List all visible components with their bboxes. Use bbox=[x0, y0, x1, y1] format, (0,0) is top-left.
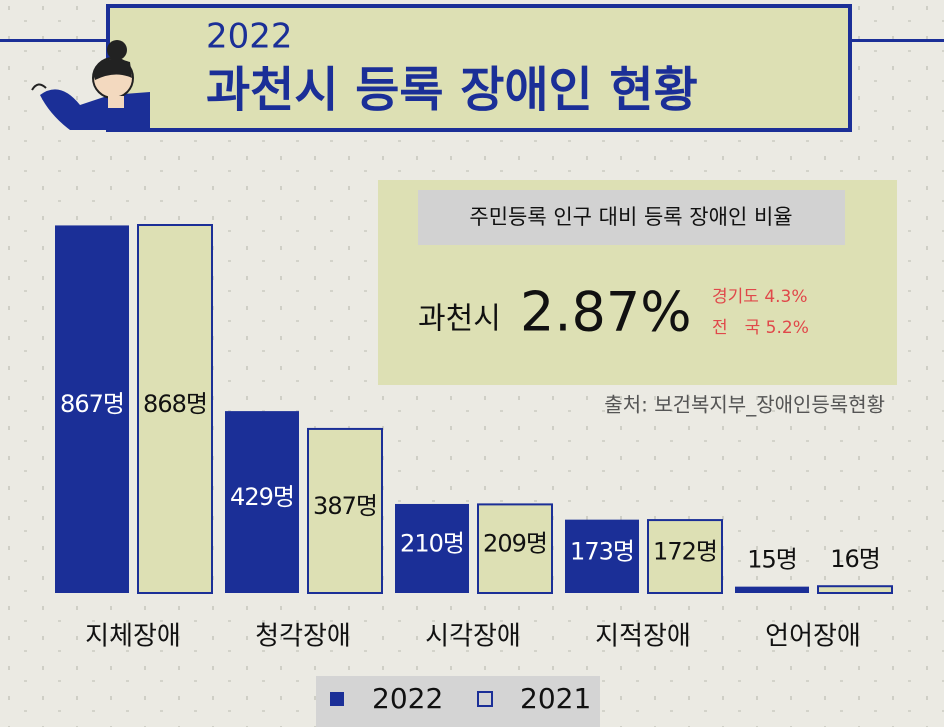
subtitle: 2022 bbox=[206, 17, 293, 57]
x-tick-label: 시각장애 bbox=[425, 622, 521, 652]
bar bbox=[818, 586, 892, 593]
value-label: 15명 bbox=[747, 546, 797, 574]
info-heading: 주민등록 인구 대비 등록 장애인 비율 bbox=[469, 205, 792, 229]
chart-title: 과천시 등록 장애인 현황 bbox=[206, 62, 698, 118]
bar bbox=[735, 587, 809, 593]
value-label: 209명 bbox=[483, 530, 547, 558]
x-tick-label: 언어장애 bbox=[765, 622, 861, 652]
info-province: 경기도 4.3% bbox=[712, 287, 808, 307]
x-tick-label: 지적장애 bbox=[595, 622, 691, 652]
info-nation: 전 국 5.2% bbox=[712, 318, 809, 338]
chart: 2022 과천시 등록 장애인 현황 주민등록 인구 대비 등록 장애인 비율 … bbox=[0, 0, 944, 727]
legend-label: 2022 bbox=[372, 682, 443, 715]
value-label: 210명 bbox=[400, 529, 464, 557]
value-label: 867명 bbox=[60, 390, 124, 418]
info-city-rate: 2.87% bbox=[520, 281, 692, 344]
value-label: 868명 bbox=[143, 390, 207, 418]
info-city: 과천시 bbox=[418, 302, 501, 337]
page: 2022 과천시 등록 장애인 현황 주민등록 인구 대비 등록 장애인 비율 … bbox=[0, 0, 944, 727]
value-label: 16명 bbox=[830, 545, 880, 573]
source: 출처: 보건복지부_장애인등록현황 bbox=[604, 393, 885, 417]
value-label: 387명 bbox=[313, 492, 377, 520]
value-label: 173명 bbox=[570, 537, 634, 565]
legend-label: 2021 bbox=[520, 682, 591, 715]
x-tick-label: 청각장애 bbox=[255, 622, 351, 652]
x-tick-label: 지체장애 bbox=[85, 622, 181, 652]
value-label: 172명 bbox=[653, 538, 717, 566]
value-label: 429명 bbox=[230, 483, 294, 511]
legend-marker bbox=[330, 692, 344, 706]
